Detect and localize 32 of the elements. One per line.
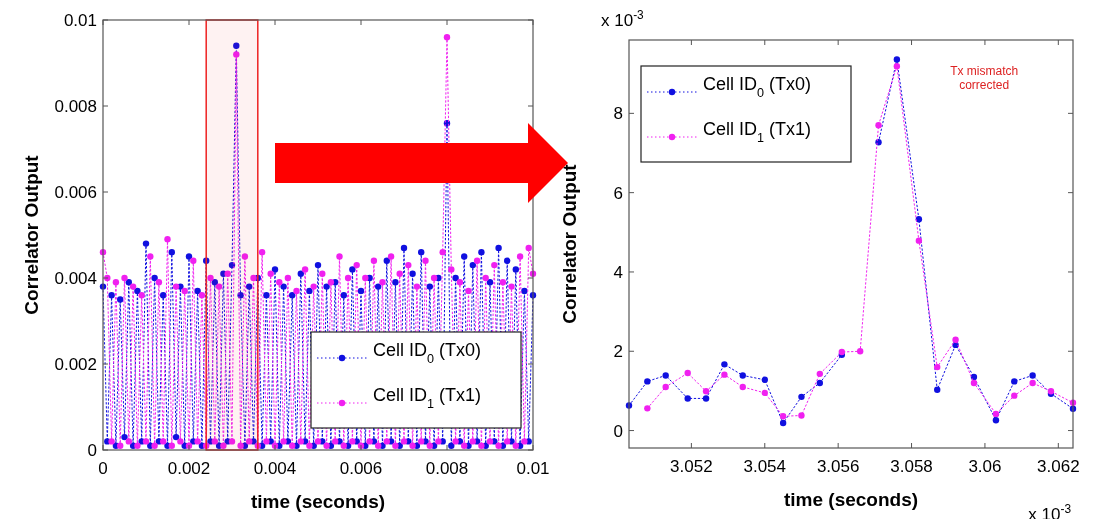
legend-label: Cell ID$_{0}$ (Tx0) [373,340,482,366]
x-tick-label: 3.056 [816,457,860,476]
x-tick-label: 3.054 [743,457,787,476]
y-tick-label: 0 [87,440,97,460]
y-tick-label: 0.008 [54,96,97,116]
x-tick-label: 0.008 [425,459,469,478]
x-tick-label: 3.052 [670,457,713,476]
y-tick-label: 0.002 [54,354,97,374]
text: x 10$^{-3}$ [601,8,645,30]
x-tick-label: 3.062 [1037,457,1080,476]
y-tick-label: 2 [613,342,623,362]
y-axis-title: Correlator Output [21,154,42,315]
legend-label: Cell ID$_{0}$ (Tx0) [703,74,812,100]
y-tick-label: 8 [613,104,623,124]
legend-label: Cell ID$_{1}$ (Tx1) [373,385,482,411]
y-tick-label: 4 [613,262,623,282]
x-tick-label: 0.002 [167,459,211,478]
x-tick-label: 0.004 [253,459,297,478]
y-axis-title: Correlator Output [559,163,580,324]
legend-label: Cell ID$_{1}$ (Tx1) [703,119,812,145]
y-tick-label: 0.006 [54,182,97,202]
x-tick-label: 0.01 [516,459,550,478]
x-tick-label: 3.058 [890,457,933,476]
x-tick-label: 3.06 [968,457,1002,476]
annotation: Tx mismatch corrected [950,64,1019,93]
x-tick-label: 0.006 [339,459,383,478]
x-axis-title: time (seconds) [250,491,386,512]
y-tick-label: 6 [613,183,623,203]
x-axis-title: time (seconds) [783,489,919,510]
y-tick-label: 0 [613,421,623,441]
y-tick-label: 0.004 [54,268,97,288]
y-tick-label: 0.01 [63,10,97,30]
